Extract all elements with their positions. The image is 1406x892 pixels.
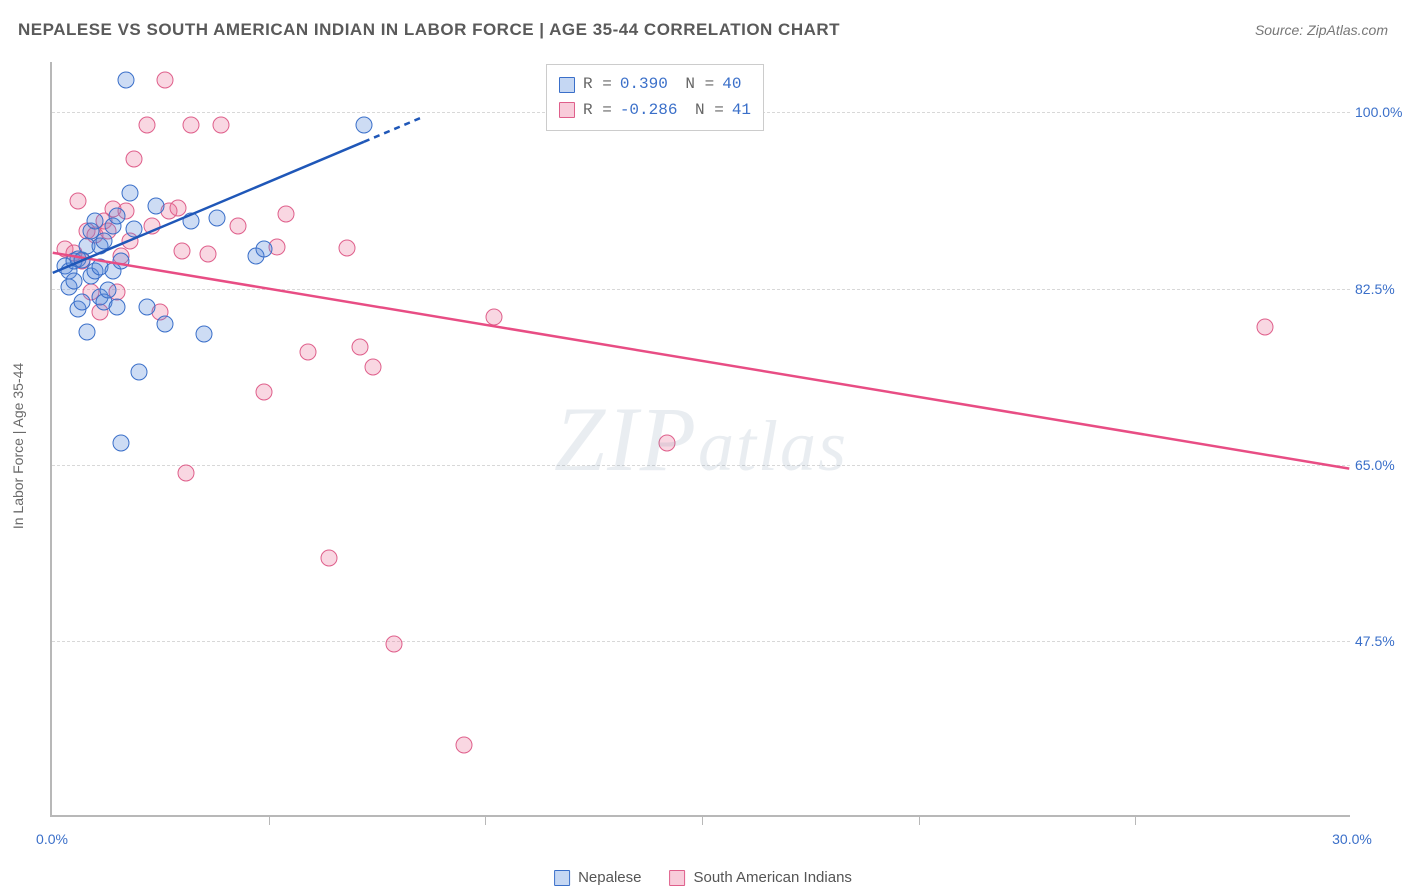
sai-point	[213, 117, 230, 134]
sai-point	[139, 117, 156, 134]
nepalese-point	[87, 213, 104, 230]
x-tick	[702, 815, 703, 825]
gridline	[52, 465, 1350, 466]
watermark: ZIPatlas	[554, 386, 848, 492]
gridline	[52, 641, 1350, 642]
x-tick	[1135, 815, 1136, 825]
sai-point	[659, 434, 676, 451]
sai-point	[230, 218, 247, 235]
stats-legend-box: R = 0.390 N = 40 R = -0.286 N = 41	[546, 64, 764, 131]
swatch-nepalese	[554, 870, 570, 886]
sai-point	[70, 192, 87, 209]
sai-point	[174, 243, 191, 260]
nepalese-point	[117, 72, 134, 89]
legend-item-nepalese: Nepalese	[554, 869, 641, 886]
sai-point	[126, 150, 143, 167]
sai-point	[486, 308, 503, 325]
sai-point	[200, 246, 217, 263]
nepalese-point	[113, 253, 130, 270]
nepalese-point	[100, 281, 117, 298]
nepalese-point	[256, 241, 273, 258]
legend-swatch-sai	[559, 102, 575, 118]
legend-label-sai: South American Indians	[693, 869, 851, 886]
nepalese-point	[356, 117, 373, 134]
nepalese-point	[113, 434, 130, 451]
sai-point	[156, 72, 173, 89]
trend-lines	[52, 62, 1350, 815]
nepalese-point	[148, 197, 165, 214]
sai-point	[364, 359, 381, 376]
y-tick-label: 100.0%	[1355, 104, 1405, 120]
sai-point	[351, 338, 368, 355]
legend-item-sai: South American Indians	[669, 869, 851, 886]
nepalese-point	[74, 293, 91, 310]
x-tick	[269, 815, 270, 825]
sai-point	[1257, 318, 1274, 335]
sai-point	[182, 117, 199, 134]
x-tick	[485, 815, 486, 825]
sai-point	[386, 635, 403, 652]
nepalese-point	[182, 213, 199, 230]
nepalese-n-value: 40	[722, 72, 741, 98]
nepalese-point	[122, 184, 139, 201]
y-tick-label: 65.0%	[1355, 457, 1405, 473]
page-title: NEPALESE VS SOUTH AMERICAN INDIAN IN LAB…	[18, 20, 840, 40]
correlation-chart: ZIPatlas R = 0.390 N = 40 R = -0.286 N =…	[50, 62, 1350, 817]
sai-point	[169, 199, 186, 216]
y-tick-label: 47.5%	[1355, 633, 1405, 649]
sai-point	[178, 464, 195, 481]
nepalese-point	[156, 315, 173, 332]
nepalese-point	[130, 364, 147, 381]
swatch-sai	[669, 870, 685, 886]
nepalese-point	[195, 325, 212, 342]
sai-point	[143, 218, 160, 235]
nepalese-point	[109, 208, 126, 225]
source-credit: Source: ZipAtlas.com	[1255, 22, 1388, 38]
sai-point	[455, 736, 472, 753]
stat-r-label: R =	[583, 98, 612, 124]
nepalese-point	[65, 273, 82, 290]
legend-bottom: Nepalese South American Indians	[554, 869, 852, 886]
nepalese-point	[109, 298, 126, 315]
nepalese-point	[96, 233, 113, 250]
legend-label-nepalese: Nepalese	[578, 869, 641, 886]
nepalese-point	[208, 210, 225, 227]
sai-point	[256, 384, 273, 401]
y-tick-label: 82.5%	[1355, 281, 1405, 297]
sai-point	[278, 206, 295, 223]
y-axis-label: In Labor Force | Age 35-44	[10, 363, 26, 529]
nepalese-point	[78, 323, 95, 340]
sai-r-value: -0.286	[620, 98, 678, 124]
legend-swatch-nepalese	[559, 77, 575, 93]
sai-point	[299, 343, 316, 360]
gridline	[52, 289, 1350, 290]
sai-point	[321, 550, 338, 567]
nepalese-point	[139, 298, 156, 315]
sai-point	[338, 240, 355, 257]
sai-n-value: 41	[732, 98, 751, 124]
x-min-label: 0.0%	[36, 831, 68, 847]
stat-r-label: R =	[583, 72, 612, 98]
nepalese-point	[126, 221, 143, 238]
nepalese-r-value: 0.390	[620, 72, 668, 98]
x-tick	[919, 815, 920, 825]
x-max-label: 30.0%	[1332, 831, 1372, 847]
